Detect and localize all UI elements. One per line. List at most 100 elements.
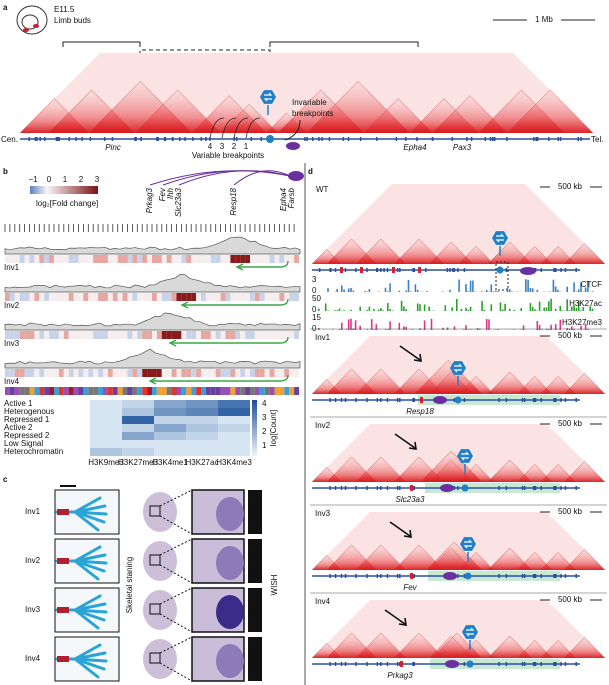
gene xyxy=(575,398,577,402)
fold-cell xyxy=(5,369,10,377)
state-cell xyxy=(269,387,275,395)
fold-cell xyxy=(284,293,290,301)
label: breakpoints xyxy=(292,109,333,118)
ctcf-icon xyxy=(260,90,276,104)
label: Heterogenous xyxy=(4,407,54,416)
gene xyxy=(505,574,508,578)
fold-cell xyxy=(49,331,54,339)
fold-cell xyxy=(254,255,260,263)
label: 500 kb xyxy=(558,419,583,428)
fold-cell xyxy=(279,331,285,339)
gene xyxy=(344,268,347,272)
signal-bar xyxy=(541,329,543,330)
fold-cell xyxy=(289,331,295,339)
label: Inv4 xyxy=(315,597,331,606)
state-cell xyxy=(78,387,84,395)
signal-bar xyxy=(403,306,405,311)
signal-bar xyxy=(573,282,575,292)
fold-cell xyxy=(230,369,236,377)
signal-bar xyxy=(389,309,391,311)
ctcf-arrows xyxy=(465,627,475,637)
gene-red xyxy=(340,267,343,273)
label: 3 xyxy=(262,413,267,422)
gene xyxy=(532,574,535,578)
signal-bar xyxy=(465,325,467,330)
enhancer xyxy=(440,484,454,492)
ctcf-arrows xyxy=(463,539,473,549)
signal-bar xyxy=(534,309,536,311)
gene xyxy=(383,268,385,272)
pointer-arrow xyxy=(399,345,421,361)
fold-cell xyxy=(127,331,133,339)
signal-bar xyxy=(497,329,499,330)
gene xyxy=(140,137,142,141)
signal-bar xyxy=(460,308,463,311)
fold-cell xyxy=(245,255,250,263)
fold-cell xyxy=(171,255,177,263)
fold-cell xyxy=(93,331,99,339)
fold-cell xyxy=(220,255,226,263)
tad xyxy=(487,241,533,264)
signal-bar xyxy=(504,303,506,311)
gene xyxy=(386,398,389,402)
fold-cell xyxy=(58,255,64,263)
fold-cell xyxy=(49,293,54,301)
signal-bar xyxy=(502,309,504,311)
signal-bar xyxy=(416,289,419,292)
fold-cell xyxy=(24,369,30,377)
fold-cell xyxy=(225,293,231,301)
fold-cell xyxy=(230,255,236,263)
fold-cell xyxy=(19,331,25,339)
signal-bar xyxy=(407,279,410,292)
enhancer xyxy=(520,267,536,275)
tad xyxy=(540,639,577,658)
fold-cell xyxy=(24,293,30,301)
gene xyxy=(559,137,562,141)
fold-cell xyxy=(289,255,295,263)
state-cell xyxy=(254,387,260,395)
fold-cell xyxy=(269,255,275,263)
signal-bar xyxy=(345,329,348,330)
gene xyxy=(533,574,536,578)
fold-cell xyxy=(186,255,192,263)
breakpoint-arrow xyxy=(233,117,249,139)
fold-cell xyxy=(289,369,295,377)
state-cell xyxy=(196,387,201,395)
fold-cell xyxy=(254,331,260,339)
fold-cell xyxy=(220,331,226,339)
label: Fev xyxy=(158,187,167,201)
signal-bar xyxy=(488,319,490,330)
gene xyxy=(532,398,535,402)
gene xyxy=(575,574,577,578)
gene xyxy=(260,137,263,141)
state-cell xyxy=(14,387,20,395)
gene xyxy=(521,574,524,578)
fold-cell xyxy=(294,255,299,263)
signal-bar xyxy=(554,308,557,311)
fold-cell xyxy=(269,293,275,301)
gene xyxy=(386,662,389,666)
state-cell xyxy=(250,387,255,395)
gene xyxy=(376,486,379,490)
fold-cell xyxy=(254,293,260,301)
state-cell xyxy=(235,387,241,395)
fold-cell xyxy=(34,293,40,301)
ctcf-site xyxy=(461,484,469,492)
label: Tel. xyxy=(591,135,603,144)
fold-cell xyxy=(9,255,15,263)
fold-cell xyxy=(294,369,299,377)
fold-cell xyxy=(205,255,211,263)
fold-cell xyxy=(176,369,182,377)
tad xyxy=(540,245,577,264)
signal-bar xyxy=(522,325,525,330)
signal-bar xyxy=(350,318,352,330)
signal-bar xyxy=(467,291,470,292)
fold-cell xyxy=(166,293,172,301)
fold-cell xyxy=(24,255,30,263)
signal-bar xyxy=(375,324,378,330)
signal-bar xyxy=(341,322,343,330)
label: H3K4me3 xyxy=(216,458,252,467)
signal-bar xyxy=(550,324,552,330)
fold-cell xyxy=(264,255,270,263)
